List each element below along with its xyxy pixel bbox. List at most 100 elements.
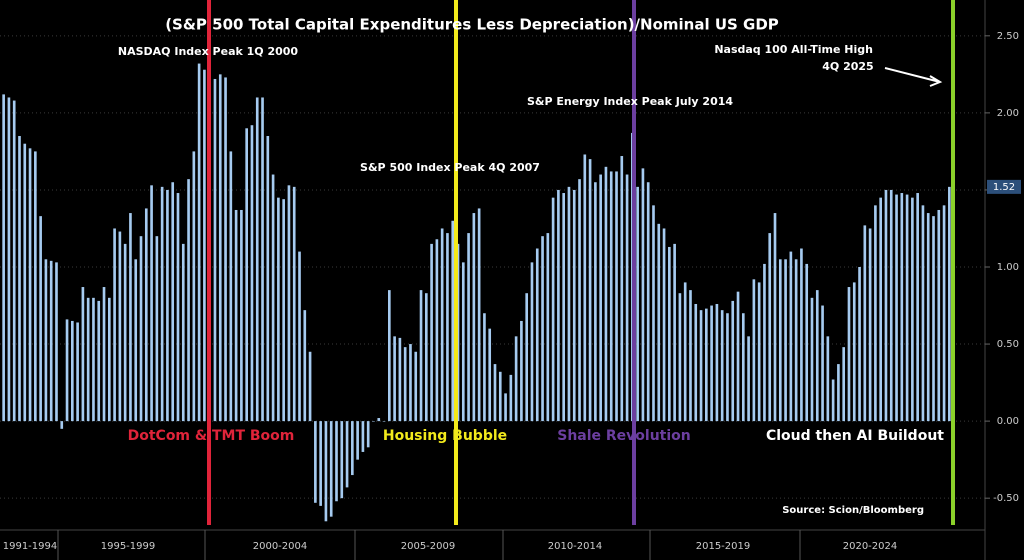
bar — [55, 262, 58, 422]
y-tick-label: 2.00 — [997, 108, 1019, 119]
x-group-label: 1995-1999 — [101, 541, 156, 552]
bar — [49, 260, 53, 422]
bar — [351, 421, 354, 476]
bar — [636, 186, 639, 422]
bar — [578, 179, 581, 422]
bar — [668, 246, 671, 422]
bar — [504, 393, 507, 422]
bar — [314, 421, 317, 503]
bar — [562, 193, 565, 422]
bar — [625, 174, 629, 422]
bar — [240, 209, 243, 422]
bar — [736, 291, 740, 422]
bar — [768, 233, 772, 422]
bar — [673, 243, 676, 422]
bar — [97, 300, 101, 422]
bar — [393, 336, 396, 422]
bar — [741, 313, 745, 422]
bar — [229, 151, 233, 422]
bar — [932, 216, 935, 422]
bar — [657, 223, 661, 422]
bar — [255, 97, 259, 422]
event-annotation: NASDAQ Index Peak 1Q 2000 — [118, 45, 299, 58]
bar — [372, 421, 375, 422]
bar — [12, 100, 16, 422]
bar — [403, 347, 407, 422]
bar — [789, 251, 793, 422]
bar — [71, 320, 74, 422]
bar — [889, 189, 893, 422]
bar — [916, 193, 919, 422]
bar — [868, 228, 872, 422]
bar — [583, 154, 587, 422]
bar — [726, 313, 729, 422]
bar — [440, 228, 444, 422]
bar — [530, 262, 534, 422]
bar — [863, 225, 867, 422]
bar — [514, 336, 518, 422]
bar — [541, 236, 544, 422]
bar — [472, 213, 476, 422]
bar — [800, 248, 803, 422]
bar — [731, 300, 735, 422]
bar — [361, 421, 365, 452]
bar — [160, 186, 164, 422]
bar — [134, 259, 138, 422]
bar — [498, 371, 502, 422]
bar — [382, 421, 386, 422]
era-label: Cloud then AI Buildout — [766, 428, 944, 444]
bar — [620, 156, 624, 422]
bar — [837, 364, 840, 422]
event-annotation: S&P 500 Index Peak 4Q 2007 — [360, 161, 540, 174]
bar — [826, 336, 830, 422]
bar — [461, 262, 465, 422]
bar — [599, 174, 602, 422]
bar — [805, 263, 809, 422]
bar — [710, 305, 713, 422]
bar — [847, 287, 851, 422]
bar — [757, 282, 761, 422]
bar — [467, 233, 470, 422]
bar — [271, 174, 275, 422]
bar — [937, 209, 941, 422]
bar — [942, 205, 946, 422]
bar — [150, 185, 153, 422]
y-tick-label: -0.50 — [993, 493, 1019, 504]
bar — [234, 209, 238, 422]
bar — [858, 267, 861, 422]
bar — [821, 305, 824, 422]
bar — [44, 259, 48, 422]
event-annotation: S&P Energy Index Peak July 2014 — [527, 95, 733, 108]
bar — [874, 205, 877, 422]
bar — [2, 94, 5, 422]
bar — [773, 213, 777, 422]
x-group-label: 2020-2024 — [843, 541, 898, 552]
y-tick-label: 0.00 — [997, 416, 1019, 427]
bar — [266, 136, 270, 422]
y-tick-label: 0.50 — [997, 339, 1019, 350]
annotation-arrow — [884, 67, 943, 87]
bar — [520, 320, 523, 422]
bar — [86, 297, 90, 422]
bar — [535, 248, 539, 422]
bar — [451, 220, 455, 422]
bar — [778, 259, 782, 422]
bar — [747, 336, 750, 422]
bar — [477, 208, 481, 422]
bar — [218, 74, 222, 422]
bar — [831, 379, 835, 422]
bar — [176, 193, 180, 422]
bar — [224, 77, 227, 422]
bar — [456, 243, 460, 422]
bar — [699, 310, 703, 422]
bar — [509, 374, 513, 422]
bar — [28, 148, 32, 422]
bar — [488, 328, 492, 422]
bar — [129, 213, 132, 422]
bar — [842, 347, 846, 422]
bar — [39, 216, 42, 422]
bar — [213, 78, 217, 422]
bar — [7, 97, 11, 422]
